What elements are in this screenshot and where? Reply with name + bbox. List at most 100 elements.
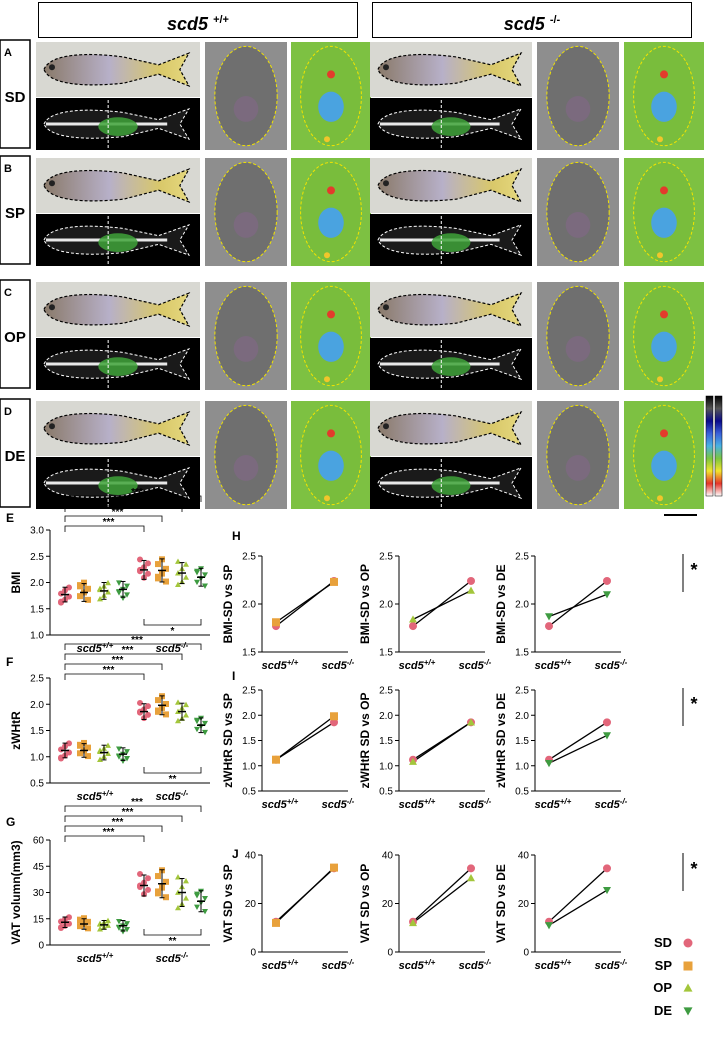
x-label-wt-sup: +/+: [560, 797, 572, 806]
ko-OP-fish-eye: [383, 304, 389, 311]
y-tick-label: 1.5: [30, 604, 44, 615]
wt-DE-heat-spot: [327, 429, 335, 438]
y-tick-label: 2.0: [515, 711, 529, 722]
y-tick-label: 0: [38, 941, 44, 952]
ko-OP-heat-spot: [660, 310, 668, 319]
x-label-ko-base: scd5: [459, 660, 485, 672]
data-point-SP: [155, 573, 161, 580]
ko-DE-xray-fat: [431, 476, 471, 495]
data-point-OP: [175, 717, 181, 724]
x-label-ko-sup: -/-: [484, 958, 492, 967]
wt-SP-xray-fat: [98, 233, 138, 252]
data-point-OP: [97, 585, 103, 591]
y-tick-label: 40: [518, 851, 530, 862]
data-point-SP: [163, 578, 169, 585]
x-label-ko: scd5-/-: [156, 951, 189, 965]
data-point-SD: [58, 754, 64, 761]
data-point-SP: [155, 873, 161, 880]
wt-DE-heat-vat: [318, 450, 344, 481]
y-tick-label: 0: [387, 948, 393, 959]
wt-OP-heat-spot: [327, 310, 335, 319]
legend-marker-OP: [683, 983, 693, 992]
significance-bracket: [64, 815, 183, 822]
row-letter-B: B: [4, 163, 12, 175]
row-diet-SP: SP: [5, 205, 25, 222]
pair-point-SP: [330, 863, 338, 872]
data-point-DE: [194, 717, 200, 724]
significance-bracket: [64, 515, 163, 522]
ko-OP-photo-fish: [377, 291, 523, 328]
y-axis-label: BMI: [9, 572, 23, 594]
legend-marker-SP: [683, 961, 693, 971]
pair-line-SP: [275, 867, 335, 924]
ko-SP-heat-spot: [657, 252, 663, 259]
data-point-OP: [175, 581, 181, 587]
significance-stars: ***: [131, 635, 143, 646]
pair-point-DE: [545, 922, 553, 930]
row-diet-DE: DE: [5, 448, 26, 465]
x-label-wt-base: scd5: [399, 660, 425, 672]
pair-point-SD: [603, 718, 611, 727]
y-tick-label: 30: [33, 888, 45, 899]
wt-DE-fish-eye: [49, 423, 55, 430]
significance-bracket: [64, 663, 163, 670]
x-label-ko-base: scd5: [156, 643, 182, 655]
y-axis-label: VAT SD vs DE: [494, 864, 508, 943]
ko-SD-photo-fish: [377, 51, 523, 88]
data-point-SD: [145, 711, 151, 718]
significance-star: *: [690, 859, 697, 879]
x-label-ko: scd5-/-: [459, 797, 492, 811]
ko-DE-heat-spot: [660, 429, 668, 438]
data-point-OP: [105, 579, 111, 586]
y-tick-label: 3.0: [30, 526, 44, 537]
y-tick-label: 60: [33, 836, 45, 847]
data-point-SP: [77, 593, 83, 600]
x-label-ko: scd5-/-: [595, 797, 628, 811]
data-point-DE: [202, 720, 208, 727]
significance-bracket: [64, 835, 145, 842]
data-point-OP: [183, 895, 189, 901]
wt-SD-ct-organ: [233, 96, 259, 122]
significance-star: *: [690, 694, 697, 714]
wt-SP-heat-vat: [318, 207, 344, 238]
data-point-OP: [97, 747, 103, 753]
data-point-DE: [194, 904, 200, 911]
x-label-ko-base: scd5: [595, 960, 621, 972]
x-label-ko-sup: -/-: [620, 658, 628, 667]
x-label-ko-base: scd5: [595, 660, 621, 672]
x-label-wt: scd5+/+: [535, 658, 572, 672]
y-tick-label: 2.0: [30, 578, 44, 589]
data-point-SP: [85, 753, 91, 760]
data-point-DE: [124, 583, 130, 590]
x-label-wt: scd5+/+: [399, 797, 436, 811]
significance-stars: ***: [112, 507, 124, 518]
data-point-OP: [97, 926, 103, 932]
x-label-ko-sup: -/-: [181, 641, 189, 650]
pair-point-SP: [330, 577, 338, 586]
data-point-SD: [145, 570, 151, 577]
x-label-wt-base: scd5: [262, 799, 288, 811]
ko-DE-heat-spot: [657, 495, 663, 502]
ko-SD-ct-organ: [565, 96, 591, 122]
significance-bracket: [64, 805, 202, 812]
y-tick-label: 1.0: [30, 631, 44, 642]
pair-point-OP: [409, 757, 417, 765]
y-tick-label: 1.0: [379, 761, 393, 772]
pair-line-SP: [275, 715, 335, 761]
ko-DE-fish-eye: [383, 423, 389, 430]
wt-SP-heat-spot: [327, 186, 335, 195]
x-label-wt-sup: +/+: [287, 958, 299, 967]
x-label-wt-base: scd5: [535, 799, 561, 811]
data-point-SP: [77, 923, 83, 930]
y-tick-label: 2.0: [242, 711, 256, 722]
pair-point-SP: [272, 755, 280, 764]
wt-SD-heat-spot: [324, 136, 330, 143]
pair-point-SD: [545, 622, 553, 631]
significance-bracket: [64, 505, 183, 512]
x-label-ko: scd5-/-: [156, 789, 189, 803]
panel-letter-G: G: [6, 815, 15, 829]
header-wildtype-gene: scd5: [167, 14, 209, 34]
y-tick-label: 45: [33, 862, 45, 873]
x-label-ko: scd5-/-: [459, 958, 492, 972]
data-point-SP: [81, 739, 87, 746]
